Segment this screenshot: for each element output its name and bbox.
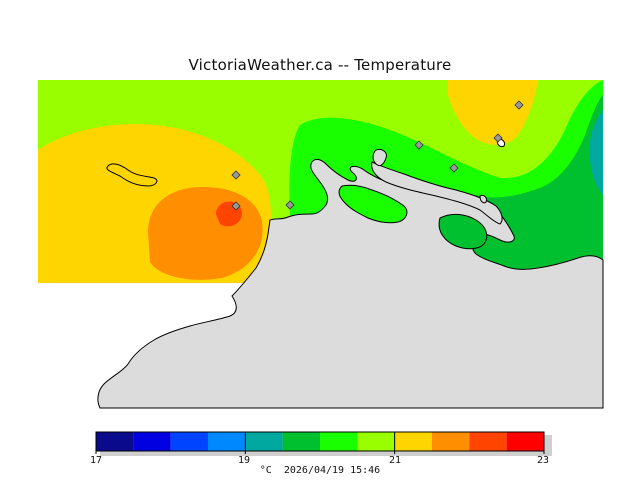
legend-swatch — [469, 432, 507, 451]
legend-caption: °C 2026/04/19 15:46 — [0, 465, 640, 476]
temperature-legend-bar — [95, 431, 552, 456]
temp-zone-21-northeast — [448, 80, 538, 145]
station-marker[interactable] — [231, 201, 241, 211]
legend-tick-23: 23 — [537, 455, 550, 466]
legend-swatch — [245, 432, 283, 451]
temp-zone-21-5 — [148, 186, 263, 280]
station-marker[interactable] — [493, 133, 503, 143]
legend-swatch — [506, 432, 544, 451]
lake-outline — [106, 163, 158, 187]
legend-swatch — [96, 432, 134, 451]
station-marker[interactable] — [514, 100, 524, 110]
legend-swatch — [357, 432, 395, 451]
peninsula-strip — [371, 161, 503, 225]
map-title: VictoriaWeather.ca -- Temperature — [188, 56, 452, 74]
legend-tick-19: 19 — [238, 455, 251, 466]
small-spit — [372, 149, 387, 167]
legend-swatch — [282, 432, 320, 451]
station-marker[interactable] — [449, 163, 459, 173]
legend-swatch — [133, 432, 171, 451]
legend-timestamp: 2026/04/19 15:46 — [283, 465, 381, 476]
legend-swatch — [208, 432, 246, 451]
station-marker[interactable] — [414, 140, 424, 150]
temp-zone-19 — [589, 110, 603, 195]
legend-tick-21: 21 — [389, 455, 402, 466]
legend-swatch — [432, 432, 470, 451]
legend-swatch — [394, 432, 432, 451]
legend-unit: °C — [259, 465, 272, 476]
island-small — [479, 195, 487, 204]
legend-swatch — [170, 432, 208, 451]
inlet-east — [438, 213, 488, 250]
legend-swatch — [320, 432, 358, 451]
weather-stations — [231, 100, 524, 211]
station-marker[interactable] — [285, 200, 295, 210]
legend-tick-17: 17 — [90, 455, 103, 466]
inlet-water — [338, 184, 408, 224]
station-marker[interactable] — [231, 170, 241, 180]
